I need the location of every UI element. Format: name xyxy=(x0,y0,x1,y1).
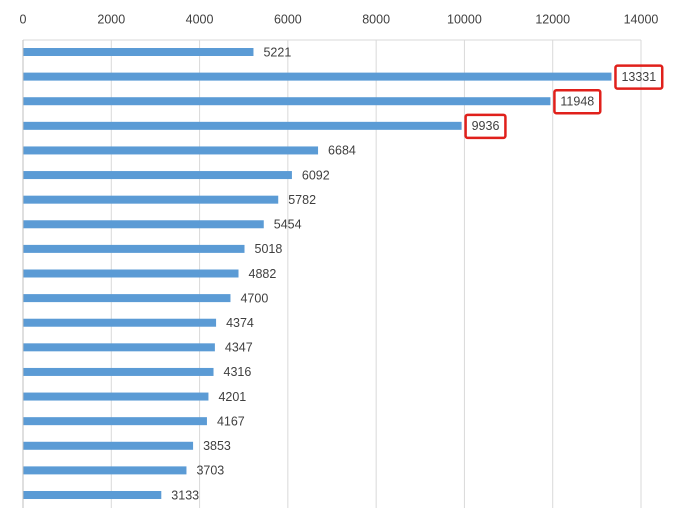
bar xyxy=(23,171,292,180)
bar xyxy=(23,367,214,376)
x-tick-label: 0 xyxy=(20,12,27,26)
bar xyxy=(23,121,462,130)
bar xyxy=(23,269,239,278)
bar xyxy=(23,491,162,499)
data-label: 6684 xyxy=(328,144,356,158)
x-tick-label: 10000 xyxy=(447,12,482,26)
data-label: 4316 xyxy=(224,365,252,379)
highlight-box xyxy=(553,88,602,115)
bar xyxy=(23,294,231,303)
data-label: 3703 xyxy=(196,464,224,478)
data-label: 13331 xyxy=(621,70,656,84)
data-label: 4201 xyxy=(218,390,246,404)
data-label: 4167 xyxy=(217,414,245,428)
x-tick-label: 6000 xyxy=(274,12,302,26)
data-label: 9936 xyxy=(472,119,500,133)
bar xyxy=(23,220,264,229)
bar xyxy=(23,195,279,204)
bar xyxy=(23,146,319,155)
data-label: 5018 xyxy=(255,242,283,256)
x-tick-label: 8000 xyxy=(362,12,390,26)
bar xyxy=(23,343,215,352)
bar xyxy=(23,441,194,450)
bar xyxy=(23,72,612,81)
data-label: 4374 xyxy=(226,316,254,330)
data-label: 4700 xyxy=(240,291,268,305)
bar xyxy=(23,392,209,401)
data-label: 3133 xyxy=(171,488,199,502)
bar xyxy=(23,244,245,253)
data-label: 4882 xyxy=(249,267,277,281)
x-tick-label: 14000 xyxy=(624,12,659,26)
data-label: 5454 xyxy=(274,218,302,232)
data-label: 5221 xyxy=(263,45,291,59)
data-label: 5782 xyxy=(288,193,316,207)
highlight-box xyxy=(614,64,664,90)
bar xyxy=(23,318,217,327)
data-label: 3853 xyxy=(203,439,231,453)
highlight-box xyxy=(464,113,507,140)
bar xyxy=(23,97,551,106)
x-tick-label: 4000 xyxy=(186,12,214,26)
data-label: 4347 xyxy=(225,341,253,355)
bar xyxy=(23,48,254,56)
bar xyxy=(23,466,187,475)
data-label: 11948 xyxy=(560,95,594,109)
x-tick-label: 12000 xyxy=(535,12,570,26)
data-label: 6092 xyxy=(302,168,330,182)
bar xyxy=(23,417,207,426)
x-tick-label: 2000 xyxy=(97,12,125,26)
